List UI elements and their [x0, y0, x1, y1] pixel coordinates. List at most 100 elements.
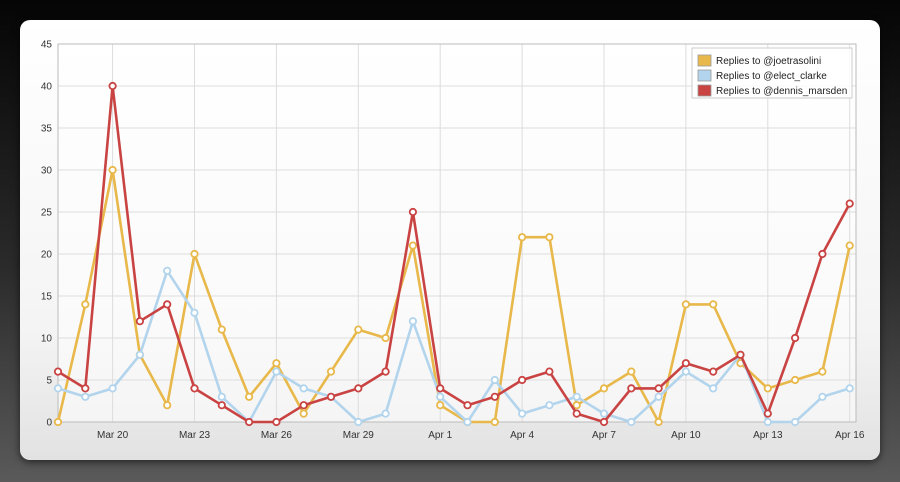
data-point [408, 207, 417, 217]
data-point [627, 417, 636, 427]
x-tick-label: Apr 7 [592, 430, 616, 441]
y-tick-label: 40 [41, 82, 53, 93]
series-line-2 [56, 269, 851, 424]
series-line-3 [56, 84, 851, 424]
data-point [299, 384, 308, 393]
data-point [790, 375, 800, 385]
data-point [818, 249, 827, 259]
data-point [599, 409, 609, 418]
data-point [709, 384, 718, 393]
legend-label: Replies to @dennis_marsden [716, 86, 847, 97]
data-point [845, 199, 854, 208]
series-line-1 [56, 168, 851, 424]
data-point [326, 392, 336, 401]
line-chart: 0 5 10 15 20 25 30 35 40 45 Mar 20 Mar 23 Mar 26 Mar … [41, 40, 865, 442]
y-tick-label: 25 [41, 208, 53, 219]
data-point [217, 392, 226, 401]
data-point [572, 392, 581, 401]
data-point [763, 417, 772, 427]
x-tick-label: Apr 10 [671, 430, 701, 441]
data-point [681, 300, 691, 309]
data-point [436, 392, 445, 401]
data-point [53, 367, 63, 376]
data-point [408, 317, 417, 326]
data-point [517, 233, 527, 242]
data-point [545, 401, 554, 410]
x-tick-label: Apr 1 [428, 430, 452, 441]
data-point [354, 325, 363, 334]
data-point [245, 417, 254, 427]
data-point [736, 350, 745, 359]
data-point [272, 359, 281, 368]
data-point [709, 367, 718, 376]
y-tick-label: 20 [41, 250, 53, 261]
data-point [217, 401, 226, 410]
data-point [572, 401, 581, 410]
plot-border [57, 43, 857, 423]
data-point [845, 241, 854, 250]
y-tick-label: 5 [46, 376, 52, 387]
data-point [490, 375, 499, 385]
data-point [190, 249, 199, 259]
data-point [190, 384, 199, 393]
plot-area [58, 44, 856, 422]
legend-swatch [697, 54, 712, 67]
data-point [818, 367, 827, 376]
y-tick-label: 15 [41, 292, 53, 303]
chart-card: 0 5 10 15 20 25 30 35 40 45 Mar 20 Mar 23 Mar 26 Mar … [20, 20, 880, 460]
data-point [627, 367, 636, 376]
data-point [517, 375, 527, 385]
data-point [845, 384, 854, 393]
data-point [572, 409, 581, 418]
y-tick-label: 45 [41, 40, 53, 51]
data-point [217, 325, 226, 334]
data-point [108, 81, 117, 91]
data-point [709, 300, 718, 309]
data-point [545, 233, 554, 242]
data-point [81, 300, 90, 309]
data-point [163, 300, 172, 309]
data-point [763, 409, 772, 418]
data-point [163, 266, 172, 275]
data-point [135, 317, 145, 326]
data-point [436, 384, 445, 393]
data-point [81, 384, 90, 393]
data-point [354, 417, 363, 427]
data-point [490, 417, 499, 427]
data-point [53, 384, 63, 393]
y-tick-label: 0 [46, 418, 52, 429]
data-point [654, 384, 663, 393]
x-tick-label: Mar 29 [343, 430, 375, 441]
data-point [190, 308, 199, 317]
data-point [245, 392, 254, 401]
x-tick-label: Mar 20 [97, 430, 129, 441]
data-point [681, 367, 691, 376]
x-tick-label: Mar 23 [179, 430, 211, 441]
data-point [381, 333, 390, 343]
data-point [599, 384, 609, 393]
x-tick-label: Apr 13 [753, 430, 783, 441]
y-tick-label: 30 [41, 166, 53, 177]
data-point [790, 333, 800, 343]
data-point [381, 409, 390, 418]
data-point [463, 401, 472, 410]
legend-label: Replies to @joetrasolini [716, 56, 821, 67]
data-point [299, 409, 308, 418]
legend-swatch [697, 69, 712, 82]
data-point [436, 401, 445, 410]
x-tick-label: Apr 16 [835, 430, 865, 441]
data-point [818, 392, 827, 401]
y-tick-label: 35 [41, 124, 53, 135]
data-point [354, 384, 363, 393]
data-point [463, 417, 472, 427]
data-point [272, 417, 281, 427]
legend-swatch [697, 84, 712, 97]
data-point [408, 241, 417, 250]
data-point [381, 367, 390, 376]
data-point [517, 409, 527, 418]
data-point [272, 367, 281, 376]
data-point [681, 359, 691, 368]
data-point [790, 417, 800, 427]
data-point [135, 350, 145, 359]
data-point [163, 401, 172, 410]
